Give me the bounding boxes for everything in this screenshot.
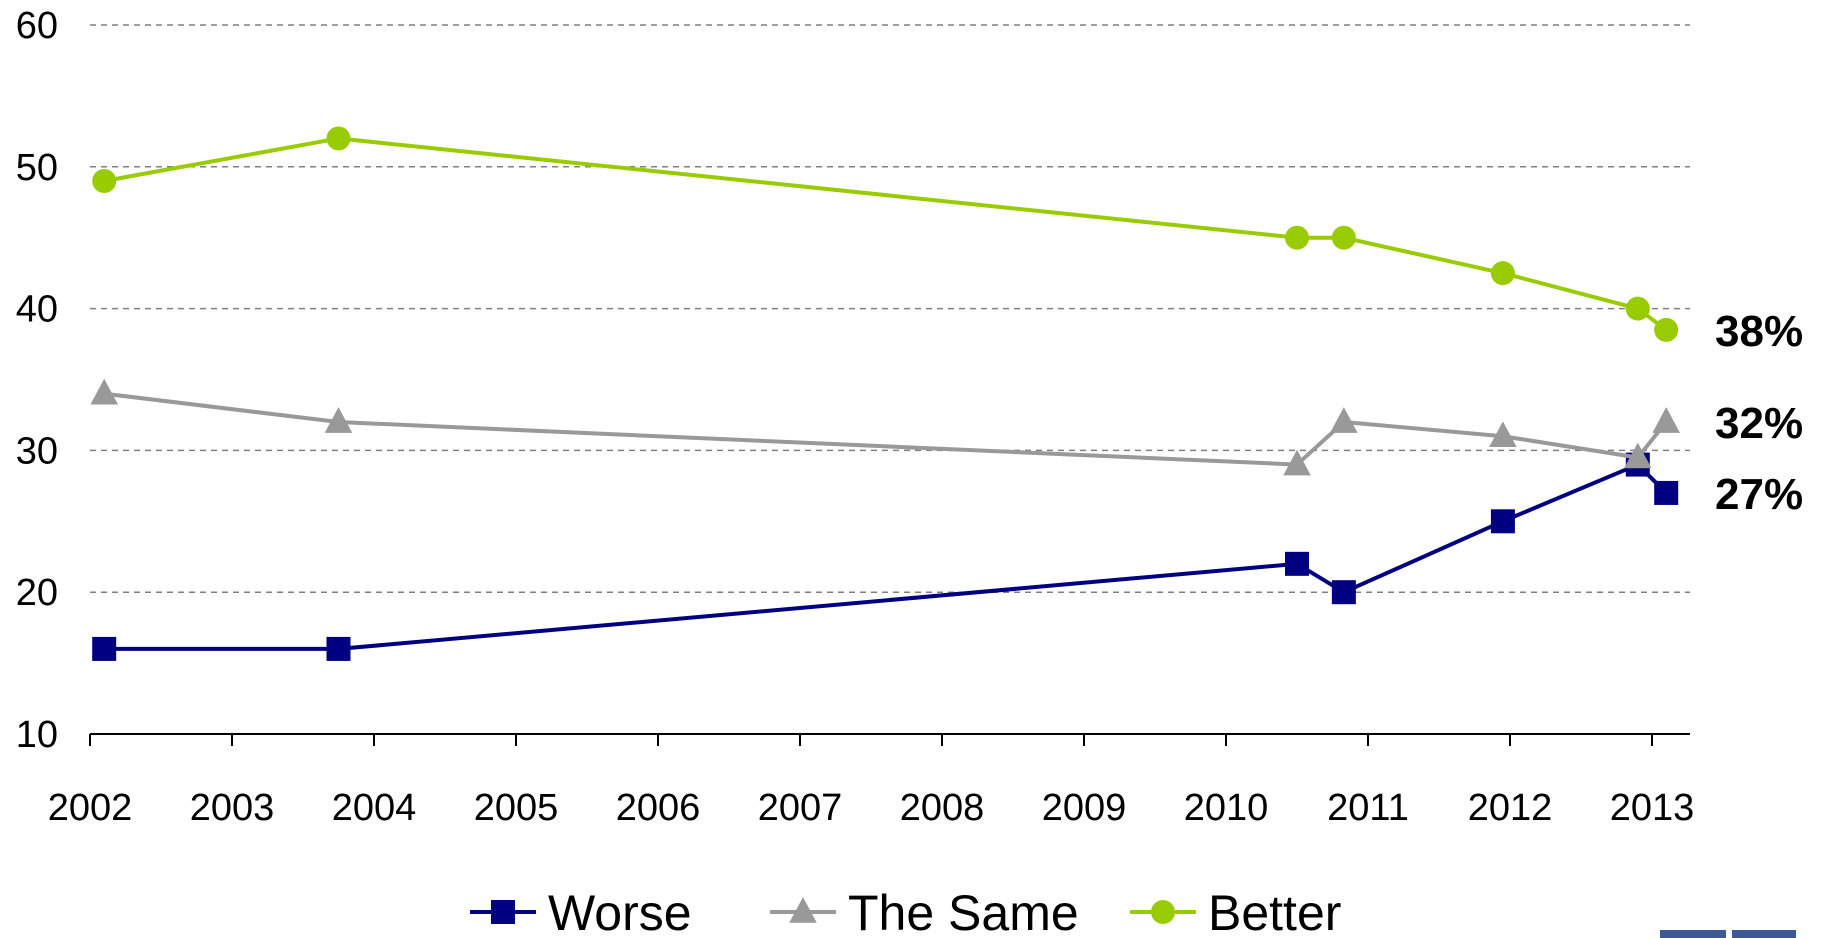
data-point xyxy=(1331,225,1356,250)
x-tick-label: 2002 xyxy=(48,787,133,829)
x-tick-label: 2006 xyxy=(616,787,701,829)
y-tick-label: 30 xyxy=(16,430,58,472)
x-tick-label: 2009 xyxy=(1042,787,1127,829)
y-tick-label: 50 xyxy=(16,147,58,189)
series-group xyxy=(90,126,1680,661)
series-better xyxy=(92,126,1679,342)
logo-block-right xyxy=(1732,930,1796,938)
data-point xyxy=(326,636,351,661)
data-point xyxy=(1490,261,1515,286)
data-point xyxy=(1285,551,1309,576)
x-tick-label: 2013 xyxy=(1610,787,1695,829)
y-tick-label: 40 xyxy=(16,289,58,331)
x-tick-label: 2003 xyxy=(190,787,275,829)
series-worse xyxy=(92,452,1679,661)
legend-item: Better xyxy=(1130,885,1341,938)
data-point xyxy=(1654,480,1679,505)
legend-label: The Same xyxy=(848,885,1079,938)
y-tick-label: 10 xyxy=(16,714,58,756)
legend-item: The Same xyxy=(770,885,1079,938)
end-value-label: 32% xyxy=(1715,399,1803,448)
legend: Worse The Same Better xyxy=(470,885,1341,938)
data-point xyxy=(1625,296,1650,321)
data-point xyxy=(1652,407,1680,433)
x-tick-label: 2005 xyxy=(474,787,559,829)
x-tick-label: 2011 xyxy=(1327,787,1409,829)
data-point xyxy=(1331,580,1356,605)
data-point xyxy=(1654,317,1679,342)
legend-label: Better xyxy=(1208,885,1341,938)
legend-label: Worse xyxy=(548,885,692,938)
axes: 10 20 30 40 50 60 2002 2003 2004 2005 2006 2007 2008… xyxy=(16,5,1695,829)
gridlines xyxy=(90,24,1690,593)
logo-block-left xyxy=(1660,930,1726,938)
end-value-label: 38% xyxy=(1715,307,1803,356)
end-value-label: 27% xyxy=(1715,470,1803,519)
data-point xyxy=(1283,449,1311,476)
data-point xyxy=(92,168,117,193)
data-point xyxy=(1490,509,1515,534)
x-tick-label: 2004 xyxy=(332,787,417,829)
data-point xyxy=(92,636,117,661)
corner-logo xyxy=(1660,930,1796,938)
x-tick-label: 2008 xyxy=(900,787,985,829)
data-point xyxy=(1489,421,1517,448)
data-point xyxy=(324,407,353,433)
data-point xyxy=(1285,225,1309,250)
data-point xyxy=(90,378,118,405)
x-tick-label: 2012 xyxy=(1468,787,1553,829)
legend-marker xyxy=(789,897,817,923)
y-tick-label: 60 xyxy=(16,5,58,47)
data-point xyxy=(1624,442,1652,469)
x-tick-label: 2010 xyxy=(1184,787,1269,829)
data-point xyxy=(1330,407,1358,433)
y-tick-label: 20 xyxy=(16,572,58,614)
series-the-same xyxy=(90,378,1680,476)
data-point xyxy=(326,126,351,151)
end-labels: 27% 32% 38% xyxy=(1715,307,1803,519)
x-tick-label: 2007 xyxy=(758,787,843,829)
legend-marker xyxy=(491,900,515,924)
legend-marker xyxy=(1151,900,1175,924)
legend-item: Worse xyxy=(470,885,692,938)
series-line xyxy=(104,462,1668,651)
